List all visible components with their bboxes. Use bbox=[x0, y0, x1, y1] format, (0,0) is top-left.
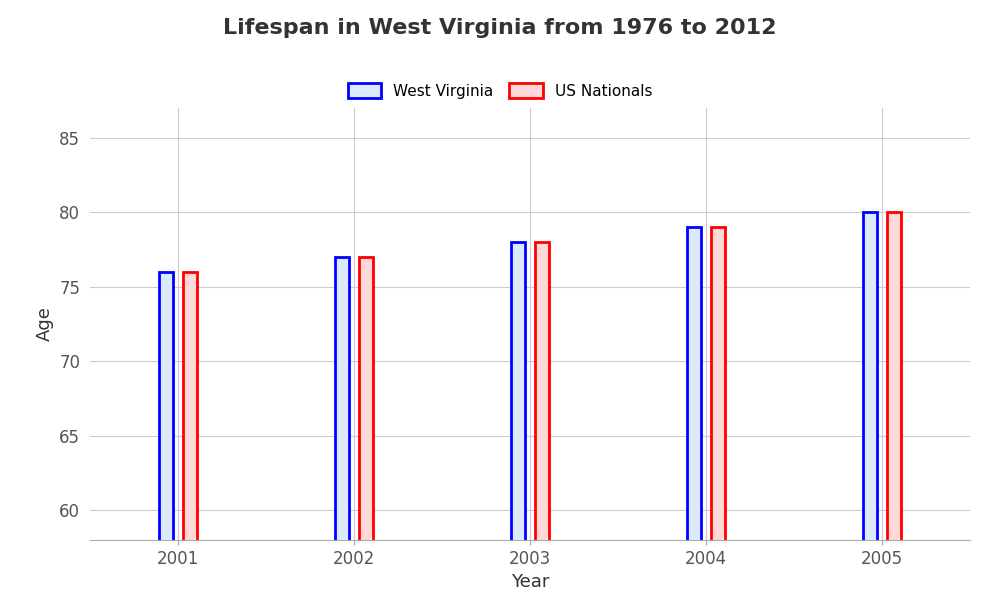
Bar bbox=[159, 272, 173, 600]
Bar bbox=[335, 257, 349, 600]
Text: Lifespan in West Virginia from 1976 to 2012: Lifespan in West Virginia from 1976 to 2… bbox=[223, 18, 777, 38]
Legend: West Virginia, US Nationals: West Virginia, US Nationals bbox=[342, 77, 658, 105]
Y-axis label: Age: Age bbox=[36, 307, 54, 341]
Bar bbox=[687, 227, 701, 600]
Bar bbox=[359, 257, 373, 600]
Bar bbox=[863, 212, 877, 600]
X-axis label: Year: Year bbox=[511, 573, 549, 591]
Bar bbox=[887, 212, 901, 600]
Bar bbox=[183, 272, 197, 600]
Bar bbox=[535, 242, 549, 600]
Bar bbox=[511, 242, 525, 600]
Bar bbox=[711, 227, 725, 600]
